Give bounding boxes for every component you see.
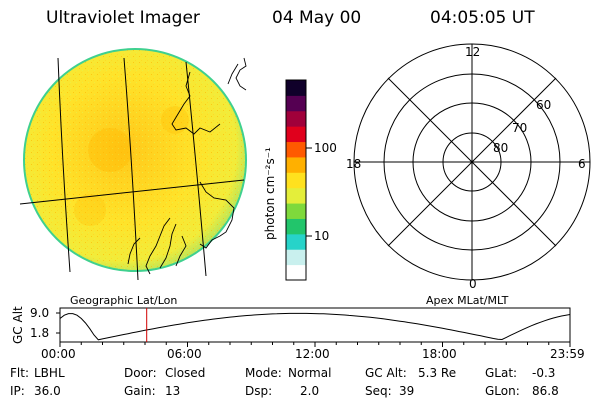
altitude-x-ticks [59, 342, 571, 347]
altitude-curve [59, 312, 571, 341]
seq-label: Seq: [365, 384, 392, 398]
colorbar [286, 80, 306, 281]
door-label: Door: [124, 366, 157, 380]
x-tick-label-1: 06:00 [167, 347, 202, 361]
geographic-caption: Geographic Lat/Lon [70, 294, 178, 307]
colorbar-segment [286, 203, 306, 219]
door-value: Closed [165, 366, 206, 380]
dsp-value: 2.0 [300, 384, 320, 398]
x-tick-label-4: 23:59 [550, 347, 585, 361]
dsp-label: Dsp: [245, 384, 273, 398]
altitude-ylabel: GC Alt [11, 306, 25, 344]
mlat-60-label: 60 [536, 98, 552, 112]
flt-value: LBHL [34, 366, 65, 380]
colorbar-unit-label: photon cm⁻²s⁻¹ [263, 147, 277, 240]
mlt-12-label: 12 [465, 45, 481, 59]
colorbar-segment [286, 172, 306, 189]
ip-value: 36.0 [34, 384, 61, 398]
polar-grid [353, 43, 591, 281]
coastlines [127, 57, 247, 275]
mlt-6-label: 6 [578, 157, 586, 171]
mlat-70-label: 70 [512, 121, 528, 135]
altitude-ymax: 9.0 [30, 306, 50, 320]
colorbar-segment [286, 264, 306, 281]
colorbar-frame [285, 79, 307, 281]
altitude-ymin: 1.8 [30, 326, 50, 340]
colorbar-segment [286, 80, 306, 96]
colorbar-segment [286, 110, 306, 127]
apex-caption: Apex MLat/MLT [426, 294, 509, 307]
mode-value: Normal [288, 366, 332, 380]
glon-value: 86.8 [532, 384, 559, 398]
date-label: 04 May 00 [272, 8, 362, 28]
colorbar-segment [286, 95, 306, 112]
mlt-18-label: 18 [346, 157, 362, 171]
flt-label: Flt: [10, 366, 29, 380]
x-tick-label-3: 18:00 [422, 347, 457, 361]
geographic-grid [19, 57, 245, 281]
instrument-title: Ultraviolet Imager [46, 8, 200, 28]
colorbar-label-10: 10 [314, 229, 330, 243]
gcalt-value: 5.3 Re [418, 366, 457, 380]
gain-value: 13 [165, 384, 181, 398]
x-tick-label-2: 12:00 [295, 347, 330, 361]
colorbar-segment [286, 141, 306, 158]
glat-label: GLat: [485, 366, 518, 380]
time-label: 04:05:05 UT [430, 8, 535, 28]
ip-label: IP: [10, 384, 25, 398]
colorbar-segment [286, 233, 306, 250]
uv-image-disk [23, 48, 247, 272]
mlat-80-label: 80 [493, 141, 509, 155]
glon-label: GLon: [485, 384, 520, 398]
colorbar-label-100: 100 [314, 141, 337, 155]
mlt-0-label: 0 [469, 277, 477, 291]
gain-label: Gain: [124, 384, 156, 398]
colorbar-segment [286, 249, 306, 266]
mode-label: Mode: [245, 366, 282, 380]
altitude-y-ticks [56, 312, 60, 334]
x-tick-label-0: 00:00 [41, 347, 76, 361]
seq-value: 39 [399, 384, 415, 398]
colorbar-segment [286, 156, 306, 173]
colorbar-segment [286, 218, 306, 235]
colorbar-segment [286, 187, 306, 204]
gcalt-label: GC Alt: [365, 366, 407, 380]
colorbar-segment [286, 126, 306, 143]
glat-value: -0.3 [532, 366, 556, 380]
